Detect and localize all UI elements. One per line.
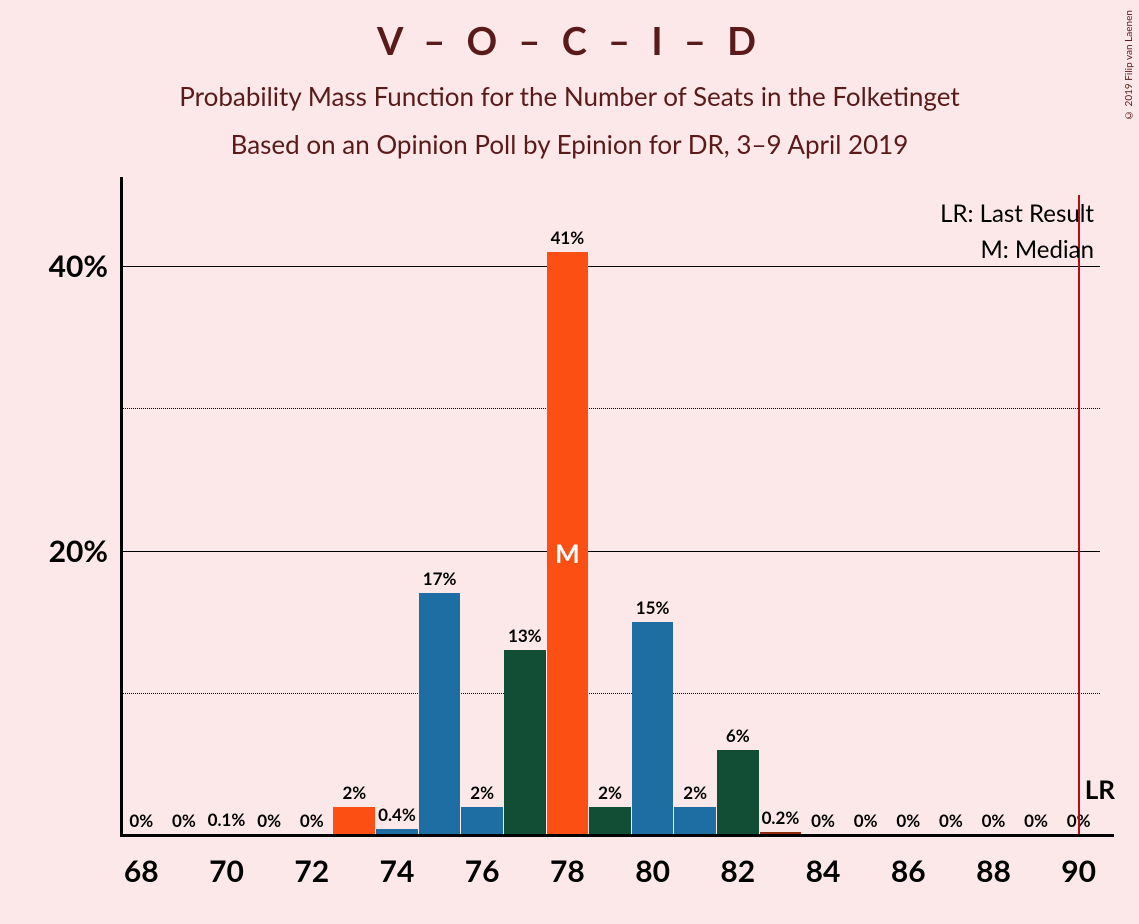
bar-value-label: 2% [470, 782, 494, 803]
bar-value-label: 41% [551, 227, 585, 248]
grid-minor [120, 693, 1100, 694]
copyright-text: © 2019 Filip van Laenen [1123, 10, 1135, 121]
chart-container: V – O – C – I – D Probability Mass Funct… [0, 0, 1139, 924]
bar-value-label: 0% [172, 810, 196, 831]
bar [504, 650, 546, 835]
bar-value-label: 6% [726, 725, 750, 746]
x-axis-label: 86 [891, 835, 926, 889]
bar [674, 807, 716, 835]
bar [419, 593, 461, 835]
bar-value-label: 0% [982, 810, 1006, 831]
plot-area: 20%40%0%0%0.1%0%0%2%0.4%17%2%13%41%M2%15… [120, 195, 1100, 835]
bar-value-label: 2% [598, 782, 622, 803]
bar [333, 807, 375, 835]
bar-value-label: 0% [854, 810, 878, 831]
bar-value-label: 0% [939, 810, 963, 831]
x-axis-label: 76 [465, 835, 500, 889]
bar-value-label: 2% [683, 782, 707, 803]
legend-median: M: Median [980, 235, 1094, 264]
x-axis-label: 74 [380, 835, 415, 889]
grid-major [120, 266, 1100, 267]
legend-last-result: LR: Last Result [940, 199, 1094, 228]
x-axis-label: 72 [294, 835, 329, 889]
last-result-line [1078, 195, 1080, 835]
bar-value-label: 15% [636, 597, 670, 618]
x-axis-label: 90 [1061, 835, 1096, 889]
grid-minor [120, 408, 1100, 409]
bar [589, 807, 631, 835]
chart-title: V – O – C – I – D [0, 18, 1139, 64]
x-axis-label: 80 [635, 835, 670, 889]
median-marker: M [555, 537, 580, 569]
x-axis-label: 78 [550, 835, 585, 889]
bar-value-label: 13% [508, 625, 542, 646]
x-axis [120, 834, 1114, 837]
chart-subtitle-2: Based on an Opinion Poll by Epinion for … [0, 128, 1139, 160]
bar [632, 622, 674, 835]
bar [461, 807, 503, 835]
bar-value-label: 2% [342, 782, 366, 803]
y-axis-label: 40% [49, 248, 120, 284]
x-axis-label: 68 [124, 835, 159, 889]
grid-major [120, 551, 1100, 552]
x-axis-label: 70 [209, 835, 244, 889]
x-axis-label: 82 [720, 835, 755, 889]
y-axis [120, 177, 123, 835]
bar-value-label: 0.4% [378, 804, 416, 825]
bar-value-label: 0.1% [208, 809, 246, 830]
bar [717, 750, 759, 835]
chart-subtitle-1: Probability Mass Function for the Number… [0, 80, 1139, 112]
last-result-label: LR [1085, 773, 1115, 805]
x-axis-label: 88 [976, 835, 1011, 889]
bar-value-label: 0% [896, 810, 920, 831]
y-axis-label: 20% [49, 533, 120, 569]
bar-value-label: 0% [1024, 810, 1048, 831]
bar-value-label: 0.2% [762, 807, 800, 828]
bar-value-label: 0% [257, 810, 281, 831]
bar-value-label: 17% [423, 568, 457, 589]
x-axis-label: 84 [806, 835, 841, 889]
bar-value-label: 0% [129, 810, 153, 831]
bar-value-label: 0% [300, 810, 324, 831]
bar-value-label: 0% [811, 810, 835, 831]
